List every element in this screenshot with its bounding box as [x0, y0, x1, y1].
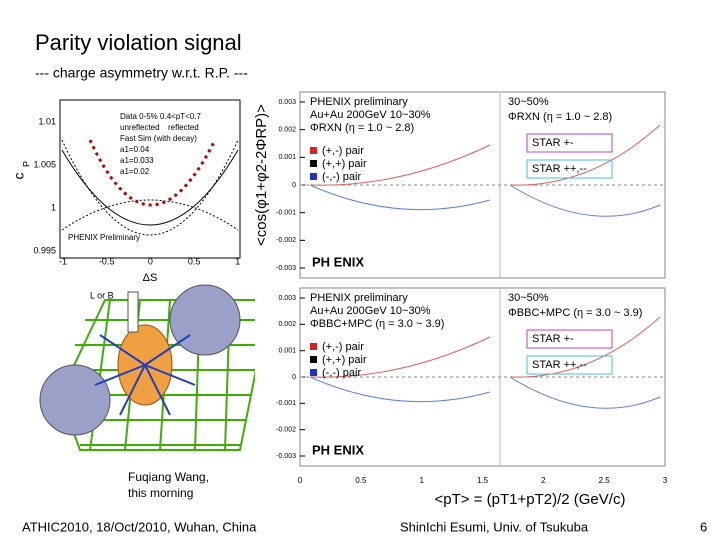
y-tick-label: 0.001 [278, 348, 296, 355]
sim-curve [61, 149, 239, 226]
pair-marker [310, 147, 317, 154]
fit-curve [509, 184, 661, 217]
pair-label: (+,-) pair [322, 341, 364, 353]
panel-text: PHENIX preliminary [310, 96, 408, 108]
x-tick-label: 2 [541, 476, 546, 485]
watermark: PHENIX Preliminary [68, 233, 140, 242]
y-tick-label: -0.003 [276, 265, 296, 272]
legend-text: reflected [168, 123, 199, 132]
right-plot-area [255, 85, 665, 515]
legend-text: unreflected [120, 123, 160, 132]
star-label: STAR +- [532, 137, 574, 149]
fit-curve [509, 316, 661, 378]
footer-event: ATHIC2010, 18/Oct/2010, Wuhan, China [22, 519, 257, 534]
legend-text: a1=0.04 [120, 145, 150, 154]
x-axis-label: ΔS [143, 272, 158, 284]
y-tick-label: 0.002 [278, 321, 296, 328]
pair-marker [310, 343, 317, 350]
legend-text: Fast Sim (with decay) [120, 134, 197, 143]
x-tick-label: 0 [298, 476, 303, 485]
y-tick-label: -0.003 [276, 453, 296, 460]
y-axis-sub: P [21, 161, 31, 167]
star-label: STAR ++,-- [532, 359, 587, 371]
pair-marker [310, 356, 317, 363]
slide-title: Parity violation signal [35, 30, 242, 55]
panel-text: PHENIX preliminary [310, 292, 408, 304]
x-tick-label: 0 [148, 256, 153, 266]
diagram-label: L or B [90, 290, 114, 300]
y-tick-label: -0.001 [276, 400, 296, 407]
caption: this morning [128, 486, 193, 500]
page-number: 6 [700, 519, 707, 534]
diagram [39, 284, 272, 451]
pair-label: (+,+) pair [322, 158, 367, 170]
star-box [526, 133, 613, 153]
left-plot-frame [59, 99, 241, 259]
centrality: 30~50% [508, 292, 549, 304]
fit-curve [509, 376, 661, 409]
x-tick-label: -0.5 [99, 256, 115, 266]
phenix-logo: PH ENIX [312, 254, 364, 269]
plane: ΦRXN (η = 1.0 ~ 2.8) [508, 111, 612, 123]
y-tick-label: 0.003 [278, 99, 296, 106]
x-tick-label: 3 [663, 476, 668, 485]
panel-text: ΦRXN (η = 1.0 ~ 2.8) [310, 122, 414, 134]
y-tick-label: 0.995 [33, 245, 56, 255]
x-axis-label: <pT> = (pT1+pT2)/2 (GeV/c) [435, 491, 626, 508]
panel-text: Au+Au 200GeV 10~30% [310, 305, 431, 317]
legend-text: a1=0.02 [120, 167, 150, 176]
legend-text: a1=0.033 [120, 156, 154, 165]
x-tick-label: 2.5 [599, 476, 611, 485]
sim-curve [61, 199, 239, 231]
x-tick-label: 1.5 [477, 476, 489, 485]
star-label: STAR +- [532, 333, 574, 345]
x-tick-label: 0.5 [355, 476, 367, 485]
legend-text: Data 0-5% 0.4<pT<0.7 [120, 112, 201, 121]
fit-curve [309, 144, 491, 186]
pair-marker [310, 173, 317, 180]
phenix-logo: PH ENIX [312, 442, 364, 457]
y-tick-label: 1.01 [38, 116, 56, 126]
pair-marker [310, 160, 317, 167]
fit-curve [309, 336, 491, 378]
y-tick-label: -0.002 [276, 427, 296, 434]
y-tick-label: 0 [292, 374, 296, 381]
x-tick-label: 1 [419, 476, 424, 485]
y-tick-label: -0.001 [276, 210, 296, 217]
panel-text: ΦBBC+MPC (η = 3.0 ~ 3.9) [310, 318, 444, 330]
y-axis-label: <cos(φ1+φ2-2ΦRP)> [253, 104, 270, 246]
sim-curve [61, 139, 239, 236]
star-box [526, 355, 613, 375]
y-tick-label: 0.003 [278, 295, 296, 302]
fit-curve [309, 184, 491, 211]
y-tick-label: -0.002 [276, 237, 296, 244]
star-box [526, 159, 613, 179]
pair-label: (-,-) pair [322, 367, 361, 379]
x-tick-label: 1 [235, 256, 240, 266]
centrality: 30~50% [508, 96, 549, 108]
star-label: STAR ++,-- [532, 163, 587, 175]
y-tick-label: 0.001 [278, 154, 296, 161]
plane: ΦBBC+MPC (η = 3.0 ~ 3.9) [508, 307, 642, 319]
fit-curve [509, 124, 661, 186]
pair-label: (+,+) pair [322, 354, 367, 366]
star-box [526, 329, 613, 349]
fit-curve [309, 376, 491, 403]
slide-subtitle: --- charge asymmetry w.r.t. R.P. --- [35, 65, 248, 81]
pair-marker [310, 369, 317, 376]
caption: Fuqiang Wang, [128, 470, 209, 484]
y-axis-label: c [11, 173, 27, 180]
y-tick-label: 0 [292, 182, 296, 189]
y-tick-label: 0.002 [278, 127, 296, 134]
panel-text: Au+Au 200GeV 10~30% [310, 109, 431, 121]
pair-label: (-,-) pair [322, 171, 361, 183]
data-points [88, 139, 217, 207]
x-tick-label: 0.5 [188, 256, 201, 266]
y-tick-label: 1.005 [33, 159, 56, 169]
y-tick-label: 1 [51, 202, 56, 212]
footer-author: ShinIchi Esumi, Univ. of Tsukuba [400, 519, 589, 534]
pair-label: (+,-) pair [322, 145, 364, 157]
x-tick-label: -1 [59, 256, 67, 266]
